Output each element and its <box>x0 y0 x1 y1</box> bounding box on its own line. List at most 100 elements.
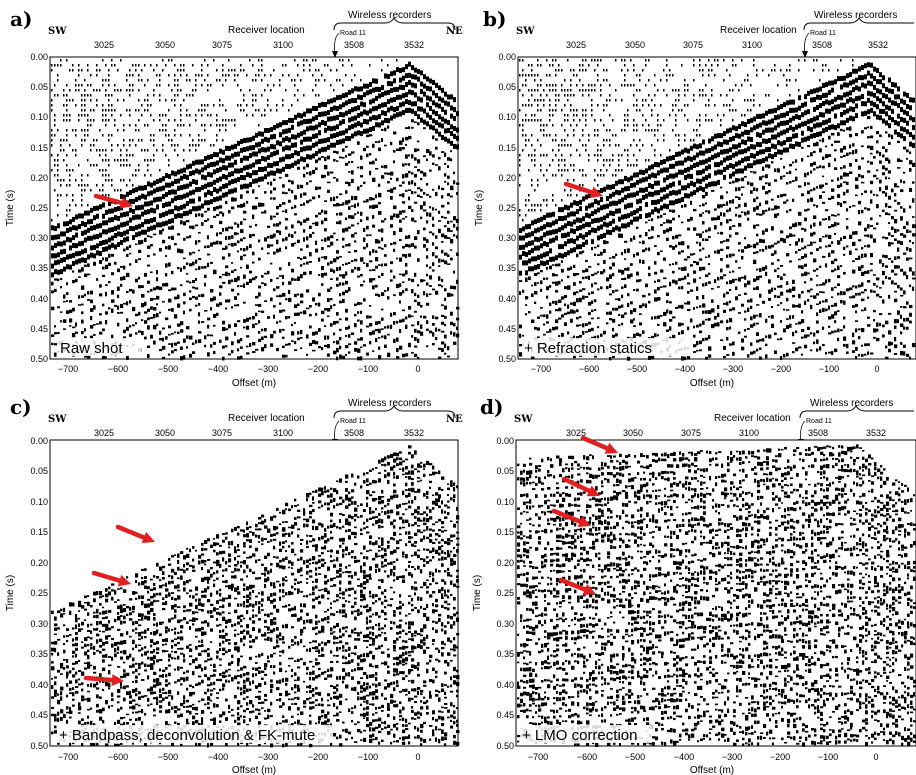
seismic-wiggle <box>222 158 225 164</box>
seismic-noise <box>546 94 548 97</box>
seismic-wiggle <box>798 258 801 261</box>
seismic-wiggle <box>762 129 765 135</box>
seismic-noise <box>531 69 533 72</box>
seismic-wiggle <box>327 125 330 131</box>
seismic-wiggle <box>447 210 450 214</box>
seismic-noise <box>666 94 668 97</box>
seismic-wiggle <box>753 322 756 327</box>
seismic-wiggle <box>375 338 378 343</box>
seismic-wiggle <box>711 217 715 221</box>
seismic-wiggle <box>621 252 624 256</box>
seismic-noise <box>204 79 206 82</box>
seismic-wiggle <box>144 201 147 207</box>
seismic-wiggle <box>222 281 226 284</box>
seismic-wiggle <box>660 214 663 218</box>
seismic-wiggle <box>633 235 636 240</box>
seismic-wiggle <box>330 278 333 280</box>
seismic-wiggle <box>378 355 382 360</box>
seismic-wiggle <box>627 293 630 297</box>
seismic-wiggle <box>741 249 745 253</box>
seismic-noise <box>552 199 554 202</box>
seismic-wiggle <box>279 122 282 128</box>
seismic-wiggle <box>681 221 684 224</box>
seismic-wiggle <box>612 184 615 190</box>
seismic-wiggle <box>726 148 729 154</box>
seismic-noise <box>63 139 65 142</box>
seismic-noise <box>555 104 557 107</box>
seismic-wiggle <box>702 303 706 308</box>
seismic-wiggle <box>357 275 360 278</box>
seismic-wiggle <box>801 328 805 332</box>
seismic-wiggle <box>87 354 91 359</box>
seismic-wiggle <box>609 284 612 289</box>
seismic-wiggle <box>681 205 684 208</box>
seismic-wiggle <box>186 183 189 189</box>
seismic-wiggle <box>777 275 780 278</box>
seismic-wiggle <box>165 210 168 216</box>
seismic-wiggle <box>309 171 312 176</box>
seismic-noise <box>138 74 140 77</box>
seismic-wiggle <box>228 180 231 186</box>
seismic-wiggle <box>54 253 57 259</box>
seismic-wiggle <box>234 332 237 336</box>
seismic-wiggle <box>333 204 337 207</box>
seismic-wiggle <box>378 337 381 339</box>
seismic-wiggle <box>615 180 618 186</box>
seismic-noise <box>645 64 647 67</box>
seismic-noise <box>546 134 548 137</box>
seismic-noise <box>630 84 632 87</box>
seismic-wiggle <box>810 97 813 103</box>
seismic-wiggle <box>225 183 228 189</box>
seismic-noise <box>174 149 176 152</box>
seismic-wiggle <box>648 182 651 188</box>
seismic-wiggle <box>354 323 357 328</box>
seismic-wiggle <box>72 225 75 231</box>
seismic-wiggle <box>663 158 666 164</box>
seismic-noise <box>147 159 149 162</box>
seismic-noise <box>312 89 314 92</box>
seismic-wiggle <box>447 201 450 205</box>
seismic-wiggle <box>171 235 174 240</box>
seismic-wiggle <box>759 238 762 243</box>
seismic-wiggle <box>732 270 735 273</box>
seismic-wiggle <box>522 260 525 266</box>
seismic-wiggle <box>345 280 349 285</box>
seismic-wiggle <box>597 235 600 241</box>
seismic-wiggle <box>348 206 351 210</box>
seismic-noise <box>648 79 650 82</box>
seismic-wiggle <box>543 214 546 220</box>
seismic-wiggle <box>573 282 576 286</box>
seismic-noise <box>249 89 251 92</box>
seismic-wiggle <box>540 288 543 292</box>
wireless-recorders-title: Wireless recorders <box>348 10 431 21</box>
seismic-wiggle <box>687 173 690 179</box>
seismic-wiggle <box>780 264 784 267</box>
seismic-wiggle <box>729 343 733 346</box>
seismic-noise <box>282 99 284 102</box>
seismic-wiggle <box>405 173 409 178</box>
seismic-wiggle <box>279 176 282 179</box>
seismic-wiggle <box>198 213 201 217</box>
seismic-wiggle <box>612 334 616 338</box>
seismic-wiggle <box>606 229 609 235</box>
seismic-noise <box>735 64 737 67</box>
seismic-wiggle <box>375 122 378 128</box>
seismic-wiggle <box>396 94 399 100</box>
seismic-wiggle <box>570 309 574 314</box>
seismic-noise <box>66 154 68 157</box>
seismic-wiggle <box>294 242 297 245</box>
seismic-noise <box>84 89 86 92</box>
seismic-wiggle <box>288 316 291 319</box>
seismic-noise <box>225 109 227 112</box>
seismic-wiggle <box>105 291 108 297</box>
seismic-wiggle <box>258 159 261 165</box>
seismic-wiggle <box>744 156 747 162</box>
seismic-wiggle <box>600 286 603 290</box>
seismic-noise <box>69 204 71 207</box>
seismic-wiggle <box>621 278 625 281</box>
seismic-wiggle <box>297 159 300 165</box>
seismic-wiggle <box>600 196 603 202</box>
seismic-wiggle <box>690 216 693 221</box>
seismic-wiggle <box>447 292 451 297</box>
seismic-noise <box>525 104 527 107</box>
